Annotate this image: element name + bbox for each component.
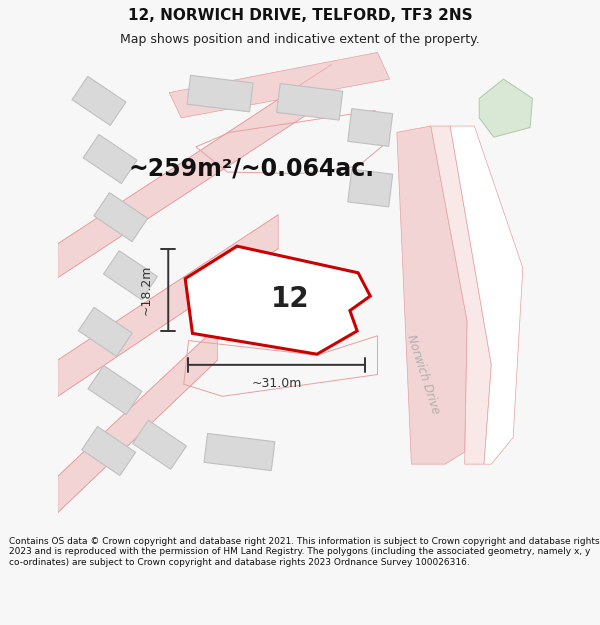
Polygon shape	[204, 434, 275, 471]
Text: 12: 12	[271, 286, 310, 314]
Polygon shape	[185, 246, 370, 354]
Polygon shape	[88, 366, 142, 414]
Polygon shape	[58, 214, 278, 396]
Polygon shape	[479, 79, 533, 137]
Polygon shape	[104, 251, 157, 300]
Polygon shape	[277, 84, 343, 120]
Polygon shape	[187, 76, 253, 112]
Text: Contains OS data © Crown copyright and database right 2021. This information is : Contains OS data © Crown copyright and d…	[9, 537, 599, 567]
Text: Map shows position and indicative extent of the property.: Map shows position and indicative extent…	[120, 32, 480, 46]
Polygon shape	[133, 420, 187, 469]
Text: ~18.2m: ~18.2m	[139, 264, 152, 315]
Polygon shape	[58, 326, 218, 512]
Polygon shape	[450, 126, 523, 464]
Polygon shape	[431, 126, 491, 464]
Polygon shape	[94, 192, 148, 242]
Polygon shape	[79, 308, 132, 356]
Text: ~31.0m: ~31.0m	[251, 377, 302, 390]
Polygon shape	[348, 169, 392, 207]
Polygon shape	[83, 134, 137, 184]
Polygon shape	[397, 126, 467, 464]
Polygon shape	[72, 76, 126, 126]
Polygon shape	[348, 109, 392, 146]
Polygon shape	[82, 426, 136, 476]
Text: Norwich Drive: Norwich Drive	[404, 333, 443, 416]
Text: 12, NORWICH DRIVE, TELFORD, TF3 2NS: 12, NORWICH DRIVE, TELFORD, TF3 2NS	[128, 8, 472, 22]
Polygon shape	[169, 52, 389, 118]
Polygon shape	[58, 64, 331, 278]
Text: ~259m²/~0.064ac.: ~259m²/~0.064ac.	[128, 157, 374, 181]
